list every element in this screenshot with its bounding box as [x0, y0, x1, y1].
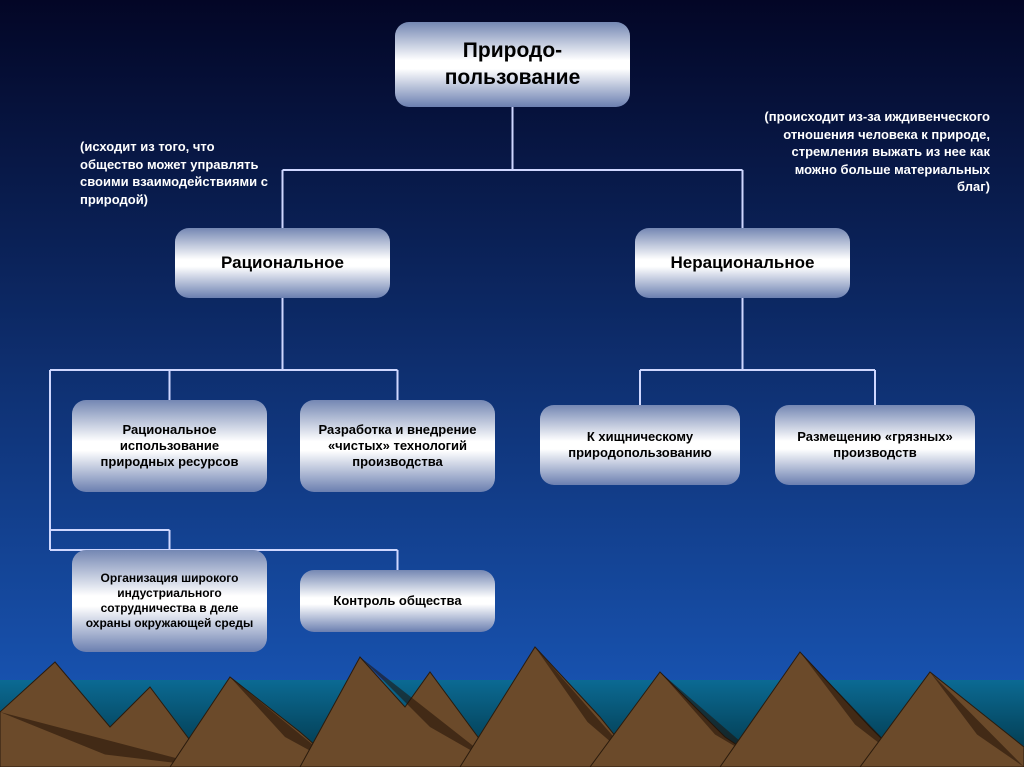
node-r4: Контроль общества	[300, 570, 495, 632]
node-irrational: Нерациональное	[635, 228, 850, 298]
node-label: Рациональное	[221, 252, 344, 273]
node-label: Размещению «грязных» производств	[785, 429, 965, 462]
node-i2: Размещению «грязных» производств	[775, 405, 975, 485]
node-label: Разработка и внедрение «чистых» технолог…	[310, 422, 485, 471]
ann-right: (происходит из-за иждивенческого отношен…	[760, 108, 990, 196]
node-i1: К хищническому природопользованию	[540, 405, 740, 485]
node-rational: Рациональное	[175, 228, 390, 298]
ann-left: (исходит из того, что общество может упр…	[80, 138, 280, 208]
node-label: Организация широкого индустриального сот…	[82, 571, 257, 631]
node-label: Природо- пользование	[445, 38, 581, 91]
node-label: К хищническому природопользованию	[550, 429, 730, 462]
node-label: Контроль общества	[333, 593, 461, 609]
node-label: Рациональное использование природных рес…	[82, 422, 257, 471]
node-root: Природо- пользование	[395, 22, 630, 107]
node-r3: Организация широкого индустриального сот…	[72, 550, 267, 652]
node-label: Нерациональное	[671, 252, 815, 273]
node-r2: Разработка и внедрение «чистых» технолог…	[300, 400, 495, 492]
node-r1: Рациональное использование природных рес…	[72, 400, 267, 492]
